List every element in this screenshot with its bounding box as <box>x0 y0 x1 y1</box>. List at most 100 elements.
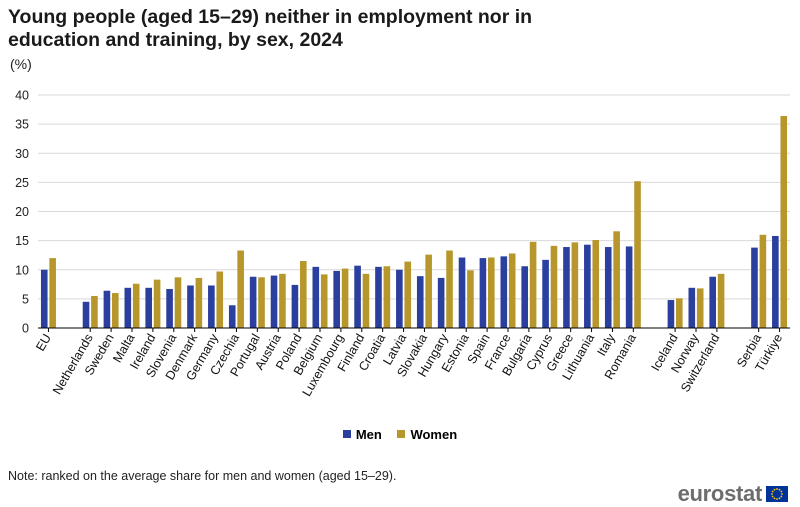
bar-women <box>550 245 558 328</box>
bar-men <box>187 285 194 328</box>
bar-women <box>404 261 412 328</box>
flag-star <box>778 497 781 500</box>
bar-men <box>145 287 152 328</box>
bar-women <box>676 298 683 328</box>
bar-women <box>488 257 495 328</box>
bar-men <box>688 287 696 328</box>
chart-title: Young people (aged 15–29) neither in emp… <box>8 6 533 51</box>
x-axis-ticks: EUNetherlandsSwedenMaltaIrelandSloveniaD… <box>33 328 785 399</box>
gridlines <box>38 94 790 300</box>
bar-men <box>751 247 758 328</box>
y-tick-label: 30 <box>15 147 29 161</box>
bar-women <box>759 234 767 328</box>
y-tick-label: 35 <box>15 118 29 132</box>
bar-women <box>237 250 244 328</box>
flag-star <box>771 493 773 495</box>
bar-women <box>195 277 203 328</box>
bar-men <box>584 244 591 328</box>
bar-men <box>521 266 528 328</box>
bar-women <box>613 231 620 328</box>
legend-swatch-men <box>342 430 351 438</box>
bar-men <box>354 265 361 328</box>
bar-women <box>696 288 704 328</box>
bar-women <box>216 271 224 328</box>
bar-men <box>249 276 257 328</box>
bar-men <box>124 287 132 328</box>
footnote: Note: ranked on the average share for me… <box>8 469 397 483</box>
y-tick-label: 20 <box>15 205 29 219</box>
eurostat-logo: eurostat <box>678 481 788 507</box>
bar-women <box>634 181 641 328</box>
flag-star <box>771 490 774 493</box>
bar-women <box>174 277 182 328</box>
bar-women <box>592 240 600 328</box>
bar-women <box>571 242 579 328</box>
legend-swatch-women <box>397 430 406 438</box>
bar-women <box>112 293 119 328</box>
y-tick-label: 25 <box>15 176 29 190</box>
bar-women <box>91 295 98 328</box>
bar-men <box>396 269 403 328</box>
flag-star <box>776 498 778 500</box>
legend: Men Women <box>0 426 800 442</box>
bar-women <box>320 274 328 328</box>
bar-men <box>333 270 340 328</box>
y-axis-ticks: 0 5 10 15 20 25 30 35 40 <box>15 89 29 336</box>
bar-women <box>780 115 788 328</box>
bar-men <box>458 257 466 328</box>
bar-men <box>270 275 278 328</box>
bar-women <box>717 273 725 328</box>
unit-label: (%) <box>10 56 32 72</box>
flag-star <box>778 488 781 491</box>
y-tick-label: 40 <box>15 89 29 103</box>
bar-men <box>625 246 633 328</box>
flag-star <box>773 488 776 491</box>
bar-women <box>300 261 307 328</box>
legend-item-men: Men <box>342 426 382 442</box>
bar-women <box>467 270 474 328</box>
bar-men <box>166 288 173 328</box>
bars <box>40 115 788 328</box>
bar-men <box>437 277 445 328</box>
bar-men <box>667 300 675 328</box>
bar-men <box>772 235 779 328</box>
bar-men <box>208 285 215 328</box>
y-tick-label: 10 <box>15 263 29 277</box>
bar-men <box>375 266 382 328</box>
flag-star <box>781 493 783 495</box>
flag-star <box>776 488 778 490</box>
flag-star <box>780 495 783 498</box>
bar-men <box>291 284 299 328</box>
bar-men <box>500 256 508 328</box>
bar-men <box>82 301 90 328</box>
bar-women <box>529 241 537 328</box>
bar-women <box>49 258 56 328</box>
bar-women <box>446 250 453 328</box>
y-tick-label: 0 <box>22 322 29 336</box>
bar-women <box>362 273 370 328</box>
bar-men <box>103 290 111 328</box>
eu-flag-icon <box>766 486 788 502</box>
bar-men <box>479 258 487 328</box>
bar-women <box>425 254 432 328</box>
flag-star <box>771 495 774 498</box>
bar-men <box>542 259 549 328</box>
y-tick-label: 5 <box>22 292 29 306</box>
flag-star <box>773 497 776 500</box>
legend-label-women: Women <box>410 426 458 442</box>
bar-men <box>604 247 612 328</box>
y-tick-label: 15 <box>15 234 29 248</box>
flag-star <box>780 490 783 493</box>
bar-women <box>341 268 349 328</box>
x-tick-label: EU <box>33 332 54 354</box>
legend-label-men: Men <box>355 426 382 442</box>
bar-women <box>258 277 265 328</box>
bar-women <box>383 266 391 328</box>
bar-men <box>709 276 716 328</box>
legend-item-women: Women <box>397 427 457 442</box>
bar-women <box>153 279 161 328</box>
bar-chart: 0 5 10 15 20 25 30 35 40 EUNetherlandsSwedenMalt… <box>15 89 790 399</box>
bar-men <box>312 266 320 328</box>
bar-men <box>563 247 570 328</box>
bar-women <box>508 253 516 328</box>
